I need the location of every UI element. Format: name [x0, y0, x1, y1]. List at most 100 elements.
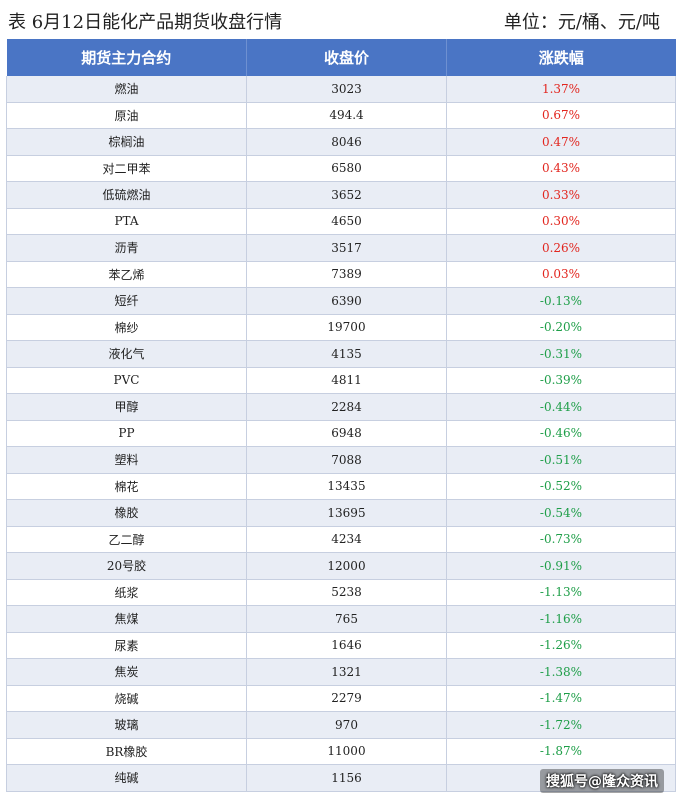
- unit-label: 单位：元/桶、元/吨: [503, 12, 660, 33]
- cell-contract: 低硫燃油: [6, 181, 247, 209]
- cell-change: 0.43%: [446, 155, 676, 182]
- cell-contract: 纯碱: [6, 764, 247, 792]
- cell-close-price: 4650: [246, 208, 447, 235]
- cell-contract: 沥青: [6, 234, 247, 262]
- table-row: PVC 4811 -0.39%: [6, 367, 676, 394]
- cell-close-price: 3652: [246, 181, 447, 209]
- cell-change: -0.73%: [446, 526, 676, 553]
- cell-change: 0.03%: [446, 261, 676, 288]
- cell-change: -0.20%: [446, 314, 676, 341]
- cell-change: 0.47%: [446, 128, 676, 156]
- cell-change: -0.91%: [446, 552, 676, 580]
- cell-contract: 短纤: [6, 287, 247, 315]
- cell-contract: 乙二醇: [6, 526, 247, 553]
- cell-close-price: 13695: [246, 499, 447, 527]
- table-title: 表 6月12日能化产品期货收盘行情: [8, 12, 283, 33]
- table-row: 玻璃 970 -1.72%: [6, 711, 676, 739]
- table-row: 烧碱 2279 -1.47%: [6, 685, 676, 712]
- cell-change: -0.39%: [446, 367, 676, 394]
- table-body: 燃油 3023 1.37% 原油 494.4 0.67% 棕榈油 8046 0.47% 对二甲苯 6…: [6, 76, 676, 792]
- cell-contract: 棕榈油: [6, 128, 247, 156]
- cell-close-price: 8046: [246, 128, 447, 156]
- cell-contract: 塑料: [6, 446, 247, 474]
- cell-change: 0.33%: [446, 181, 676, 209]
- cell-contract: 液化气: [6, 340, 247, 368]
- cell-change: -0.52%: [446, 473, 676, 500]
- cell-contract: 对二甲苯: [6, 155, 247, 182]
- cell-close-price: 1156: [246, 764, 447, 792]
- table-row: 原油 494.4 0.67%: [6, 102, 676, 129]
- cell-change: -0.54%: [446, 499, 676, 527]
- table-row: BR橡胶 11000 -1.87%: [6, 738, 676, 765]
- cell-change: 0.30%: [446, 208, 676, 235]
- cell-contract: 20号胶: [6, 552, 247, 580]
- cell-change: 0.26%: [446, 234, 676, 262]
- table-caption: 表 6月12日能化产品期货收盘行情 单位：元/桶、元/吨: [0, 0, 680, 36]
- cell-contract: 苯乙烯: [6, 261, 247, 288]
- column-header-close-price: 收盘价: [246, 39, 447, 76]
- table-row: 苯乙烯 7389 0.03%: [6, 261, 676, 288]
- table-row: 尿素 1646 -1.26%: [6, 632, 676, 659]
- table-row: 棉纱 19700 -0.20%: [6, 314, 676, 341]
- cell-change: -1.16%: [446, 605, 676, 633]
- table-row: 燃油 3023 1.37%: [6, 76, 676, 103]
- cell-change: -1.26%: [446, 632, 676, 659]
- cell-close-price: 4234: [246, 526, 447, 553]
- futures-table: 期货主力合约 收盘价 涨跌幅 燃油 3023 1.37% 原油 494.4 0.67% 棕榈…: [6, 39, 676, 792]
- cell-close-price: 12000: [246, 552, 447, 580]
- cell-change: 0.67%: [446, 102, 676, 129]
- cell-change: -1.72%: [446, 711, 676, 739]
- cell-contract: 烧碱: [6, 685, 247, 712]
- table-row: 乙二醇 4234 -0.73%: [6, 526, 676, 553]
- cell-close-price: 19700: [246, 314, 447, 341]
- table-row: 对二甲苯 6580 0.43%: [6, 155, 676, 182]
- table-row: 纸浆 5238 -1.13%: [6, 579, 676, 606]
- table-row: 焦炭 1321 -1.38%: [6, 658, 676, 686]
- cell-close-price: 1646: [246, 632, 447, 659]
- table-row: 纯碱 1156: [6, 764, 676, 792]
- cell-close-price: 6580: [246, 155, 447, 182]
- table-row: 沥青 3517 0.26%: [6, 234, 676, 262]
- cell-change: 1.37%: [446, 76, 676, 103]
- cell-contract: 纸浆: [6, 579, 247, 606]
- cell-close-price: 2279: [246, 685, 447, 712]
- table-row: 橡胶 13695 -0.54%: [6, 499, 676, 527]
- cell-contract: 橡胶: [6, 499, 247, 527]
- cell-contract: 尿素: [6, 632, 247, 659]
- cell-change: -0.13%: [446, 287, 676, 315]
- table-row: 液化气 4135 -0.31%: [6, 340, 676, 368]
- table-row: 塑料 7088 -0.51%: [6, 446, 676, 474]
- cell-change: -1.87%: [446, 738, 676, 765]
- watermark-logo: 搜狐号@隆众资讯: [540, 769, 664, 793]
- table-row: 20号胶 12000 -0.91%: [6, 552, 676, 580]
- cell-change: -1.38%: [446, 658, 676, 686]
- cell-close-price: 970: [246, 711, 447, 739]
- cell-contract: PVC: [6, 367, 247, 394]
- cell-close-price: 4135: [246, 340, 447, 368]
- cell-close-price: 2284: [246, 393, 447, 421]
- table-row: 低硫燃油 3652 0.33%: [6, 181, 676, 209]
- cell-contract: 甲醇: [6, 393, 247, 421]
- cell-close-price: 1321: [246, 658, 447, 686]
- cell-contract: 玻璃: [6, 711, 247, 739]
- cell-contract: 棉纱: [6, 314, 247, 341]
- cell-contract: 原油: [6, 102, 247, 129]
- cell-close-price: 4811: [246, 367, 447, 394]
- cell-close-price: 6390: [246, 287, 447, 315]
- table-row: PTA 4650 0.30%: [6, 208, 676, 235]
- table-row: 棕榈油 8046 0.47%: [6, 128, 676, 156]
- cell-change: -0.46%: [446, 420, 676, 447]
- column-header-contract: 期货主力合约: [6, 39, 247, 76]
- cell-change: -1.13%: [446, 579, 676, 606]
- cell-change: -0.31%: [446, 340, 676, 368]
- cell-close-price: 6948: [246, 420, 447, 447]
- cell-change: -0.44%: [446, 393, 676, 421]
- table-header-row: 期货主力合约 收盘价 涨跌幅: [6, 39, 676, 76]
- cell-contract: 焦炭: [6, 658, 247, 686]
- cell-change: -0.51%: [446, 446, 676, 474]
- cell-contract: BR橡胶: [6, 738, 247, 765]
- table-row: 短纤 6390 -0.13%: [6, 287, 676, 315]
- cell-close-price: 5238: [246, 579, 447, 606]
- table-row: 棉花 13435 -0.52%: [6, 473, 676, 500]
- cell-close-price: 7389: [246, 261, 447, 288]
